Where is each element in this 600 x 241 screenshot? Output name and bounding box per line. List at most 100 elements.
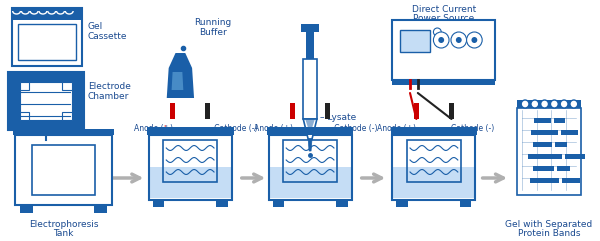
- Bar: [533, 166, 554, 171]
- Bar: [149, 135, 232, 200]
- Bar: [147, 127, 233, 135]
- Circle shape: [438, 37, 444, 43]
- Bar: [565, 154, 586, 159]
- Bar: [557, 166, 570, 171]
- Bar: [290, 103, 295, 119]
- Bar: [205, 103, 210, 119]
- Bar: [14, 135, 112, 205]
- Text: Tank: Tank: [53, 229, 74, 238]
- Bar: [8, 72, 20, 130]
- Bar: [152, 200, 164, 207]
- Polygon shape: [305, 119, 315, 131]
- Text: Electrophoresis: Electrophoresis: [29, 220, 98, 229]
- Bar: [562, 178, 580, 183]
- Bar: [460, 200, 472, 207]
- Text: Gel with Separated: Gel with Separated: [505, 220, 593, 229]
- Polygon shape: [172, 72, 184, 90]
- Bar: [216, 200, 227, 207]
- Bar: [32, 145, 95, 195]
- Bar: [556, 142, 567, 147]
- Bar: [149, 167, 230, 198]
- Bar: [72, 72, 84, 130]
- Bar: [163, 140, 217, 182]
- Bar: [269, 167, 350, 198]
- Circle shape: [472, 37, 478, 43]
- Circle shape: [456, 37, 462, 43]
- Bar: [20, 82, 29, 90]
- Circle shape: [570, 100, 578, 108]
- Bar: [283, 140, 337, 182]
- Text: – Lysate: – Lysate: [320, 113, 356, 121]
- Bar: [531, 130, 558, 135]
- Bar: [13, 129, 114, 135]
- Bar: [269, 135, 352, 200]
- Bar: [303, 59, 317, 119]
- Text: Electrode: Electrode: [88, 82, 131, 91]
- Bar: [392, 80, 495, 85]
- Bar: [62, 82, 72, 90]
- Bar: [20, 82, 72, 120]
- Polygon shape: [169, 53, 192, 68]
- Bar: [517, 108, 581, 195]
- Text: Anode (+): Anode (+): [254, 124, 293, 133]
- Text: Protein Bands: Protein Bands: [518, 229, 580, 238]
- Circle shape: [433, 28, 441, 36]
- Bar: [407, 140, 461, 182]
- Bar: [394, 167, 475, 198]
- Bar: [400, 30, 430, 52]
- Bar: [12, 8, 82, 20]
- Text: – Cathode (-): – Cathode (-): [328, 124, 377, 133]
- Bar: [301, 24, 319, 32]
- Bar: [325, 103, 330, 119]
- Bar: [17, 24, 76, 60]
- Bar: [266, 127, 353, 135]
- Bar: [391, 127, 478, 135]
- Text: Power Source: Power Source: [413, 14, 474, 23]
- Text: Cassette: Cassette: [88, 32, 127, 41]
- Circle shape: [560, 100, 568, 108]
- Bar: [20, 112, 29, 120]
- Bar: [397, 200, 408, 207]
- Text: Anode (+): Anode (+): [134, 124, 173, 133]
- Circle shape: [451, 32, 467, 48]
- Bar: [62, 112, 72, 120]
- Bar: [8, 72, 84, 82]
- Bar: [561, 130, 578, 135]
- Bar: [449, 103, 454, 119]
- Text: +: +: [161, 124, 168, 133]
- Circle shape: [550, 100, 558, 108]
- Text: Running: Running: [194, 18, 231, 27]
- Polygon shape: [167, 68, 194, 98]
- Bar: [534, 118, 551, 123]
- Bar: [170, 103, 175, 119]
- Circle shape: [467, 32, 482, 48]
- Bar: [554, 118, 565, 123]
- Bar: [336, 200, 347, 207]
- Circle shape: [541, 100, 548, 108]
- Bar: [94, 205, 107, 213]
- Bar: [517, 100, 581, 108]
- Polygon shape: [303, 119, 317, 139]
- Bar: [533, 142, 553, 147]
- Bar: [8, 72, 84, 130]
- Circle shape: [531, 100, 539, 108]
- Text: Direct Current: Direct Current: [412, 5, 476, 14]
- Text: Anode (+): Anode (+): [377, 124, 416, 133]
- Text: Chamber: Chamber: [88, 92, 129, 101]
- Text: Buffer: Buffer: [199, 28, 226, 37]
- Bar: [8, 120, 84, 130]
- Bar: [306, 29, 314, 59]
- Text: – Cathode (-): – Cathode (-): [208, 124, 257, 133]
- Bar: [392, 135, 475, 200]
- Bar: [530, 178, 559, 183]
- Circle shape: [521, 100, 529, 108]
- Bar: [20, 205, 33, 213]
- Bar: [12, 8, 82, 66]
- Circle shape: [433, 32, 449, 48]
- Bar: [272, 200, 284, 207]
- Polygon shape: [308, 139, 312, 151]
- Text: Gel: Gel: [88, 22, 103, 31]
- Bar: [414, 103, 419, 119]
- Bar: [528, 154, 562, 159]
- Text: Cathode (-): Cathode (-): [451, 124, 495, 133]
